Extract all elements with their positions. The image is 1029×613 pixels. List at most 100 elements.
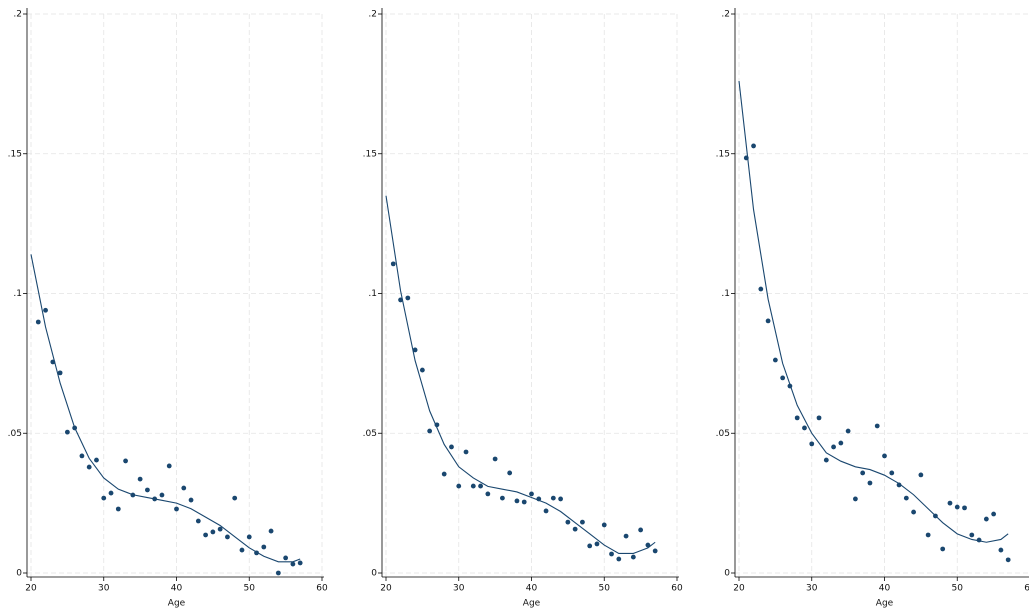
point bbox=[630, 554, 636, 560]
point bbox=[638, 527, 644, 533]
point bbox=[275, 570, 281, 576]
point bbox=[838, 440, 844, 446]
point bbox=[492, 456, 498, 462]
point bbox=[217, 526, 223, 532]
point bbox=[195, 518, 201, 524]
x-tick-label: 20 bbox=[25, 584, 37, 594]
point bbox=[787, 383, 793, 389]
y-tick-label: 0 bbox=[16, 569, 22, 579]
x-tick-label: 60 bbox=[316, 584, 328, 594]
point bbox=[405, 295, 411, 301]
point bbox=[816, 415, 822, 421]
point bbox=[558, 496, 563, 502]
point bbox=[809, 441, 815, 447]
y-tick-label: .1 bbox=[721, 289, 730, 299]
point bbox=[390, 261, 396, 267]
point bbox=[188, 497, 194, 503]
point bbox=[283, 555, 289, 561]
point bbox=[225, 534, 230, 540]
point bbox=[889, 470, 895, 476]
x-axis-label: Age bbox=[168, 599, 186, 609]
point bbox=[918, 472, 924, 478]
y-tick-label: .1 bbox=[368, 289, 377, 299]
point bbox=[969, 532, 975, 538]
point bbox=[398, 297, 403, 303]
y-tick-label: .05 bbox=[8, 429, 22, 439]
point bbox=[572, 526, 578, 532]
point bbox=[137, 476, 143, 482]
point bbox=[845, 428, 851, 434]
point bbox=[43, 307, 48, 313]
point bbox=[108, 490, 114, 496]
point bbox=[64, 429, 70, 435]
x-axis-label: Age bbox=[523, 599, 541, 609]
point bbox=[882, 453, 887, 459]
point bbox=[751, 143, 756, 149]
point bbox=[268, 528, 274, 534]
x-tick-label: 20 bbox=[733, 584, 745, 594]
point bbox=[616, 556, 622, 562]
fit-line bbox=[738, 81, 1009, 543]
point bbox=[94, 457, 99, 463]
point bbox=[765, 318, 771, 324]
y-tick-label: .15 bbox=[8, 149, 22, 159]
point bbox=[101, 495, 107, 501]
point bbox=[860, 470, 866, 476]
x-tick-label: 50 bbox=[599, 584, 611, 594]
point bbox=[772, 357, 778, 363]
point bbox=[35, 319, 41, 325]
fit-line bbox=[30, 254, 301, 563]
y-tick-label: 0 bbox=[724, 569, 730, 579]
x-tick-label: 60 bbox=[1024, 584, 1029, 594]
point bbox=[521, 499, 527, 505]
point bbox=[145, 487, 150, 493]
point bbox=[911, 509, 916, 515]
point bbox=[123, 458, 128, 464]
y-tick-label: .05 bbox=[363, 429, 377, 439]
point bbox=[976, 537, 982, 543]
point bbox=[933, 513, 938, 519]
point bbox=[57, 370, 63, 376]
point bbox=[823, 457, 829, 463]
point bbox=[254, 550, 259, 556]
point bbox=[485, 491, 491, 497]
point bbox=[550, 495, 556, 501]
y-tick-label: .2 bbox=[368, 10, 377, 20]
point bbox=[645, 542, 651, 548]
point bbox=[427, 428, 433, 434]
point bbox=[441, 471, 447, 477]
point bbox=[261, 544, 267, 550]
point bbox=[79, 453, 85, 459]
y-tick-label: .1 bbox=[13, 289, 22, 299]
x-tick-label: 40 bbox=[526, 584, 538, 594]
point bbox=[514, 498, 520, 504]
point bbox=[780, 375, 786, 381]
point bbox=[940, 546, 946, 552]
point bbox=[239, 547, 245, 553]
point bbox=[543, 508, 549, 514]
point bbox=[232, 495, 238, 501]
point bbox=[623, 533, 629, 539]
point bbox=[998, 547, 1004, 553]
point bbox=[181, 485, 187, 491]
x-tick-label: 20 bbox=[380, 584, 392, 594]
x-axis-label: Age bbox=[876, 599, 894, 609]
y-tick-label: .2 bbox=[721, 10, 730, 20]
y-tick-label: .2 bbox=[13, 10, 22, 20]
point bbox=[456, 483, 462, 489]
x-tick-label: 60 bbox=[671, 584, 683, 594]
point bbox=[794, 415, 800, 421]
point bbox=[507, 470, 513, 476]
x-tick-label: 40 bbox=[171, 584, 183, 594]
point bbox=[587, 543, 593, 549]
point bbox=[652, 548, 658, 554]
point bbox=[867, 480, 873, 486]
point bbox=[72, 425, 78, 431]
x-tick-label: 30 bbox=[453, 584, 465, 594]
point bbox=[601, 522, 607, 528]
point bbox=[962, 505, 967, 511]
point bbox=[412, 347, 418, 353]
y-tick-label: 0 bbox=[371, 569, 377, 579]
point bbox=[115, 506, 121, 512]
